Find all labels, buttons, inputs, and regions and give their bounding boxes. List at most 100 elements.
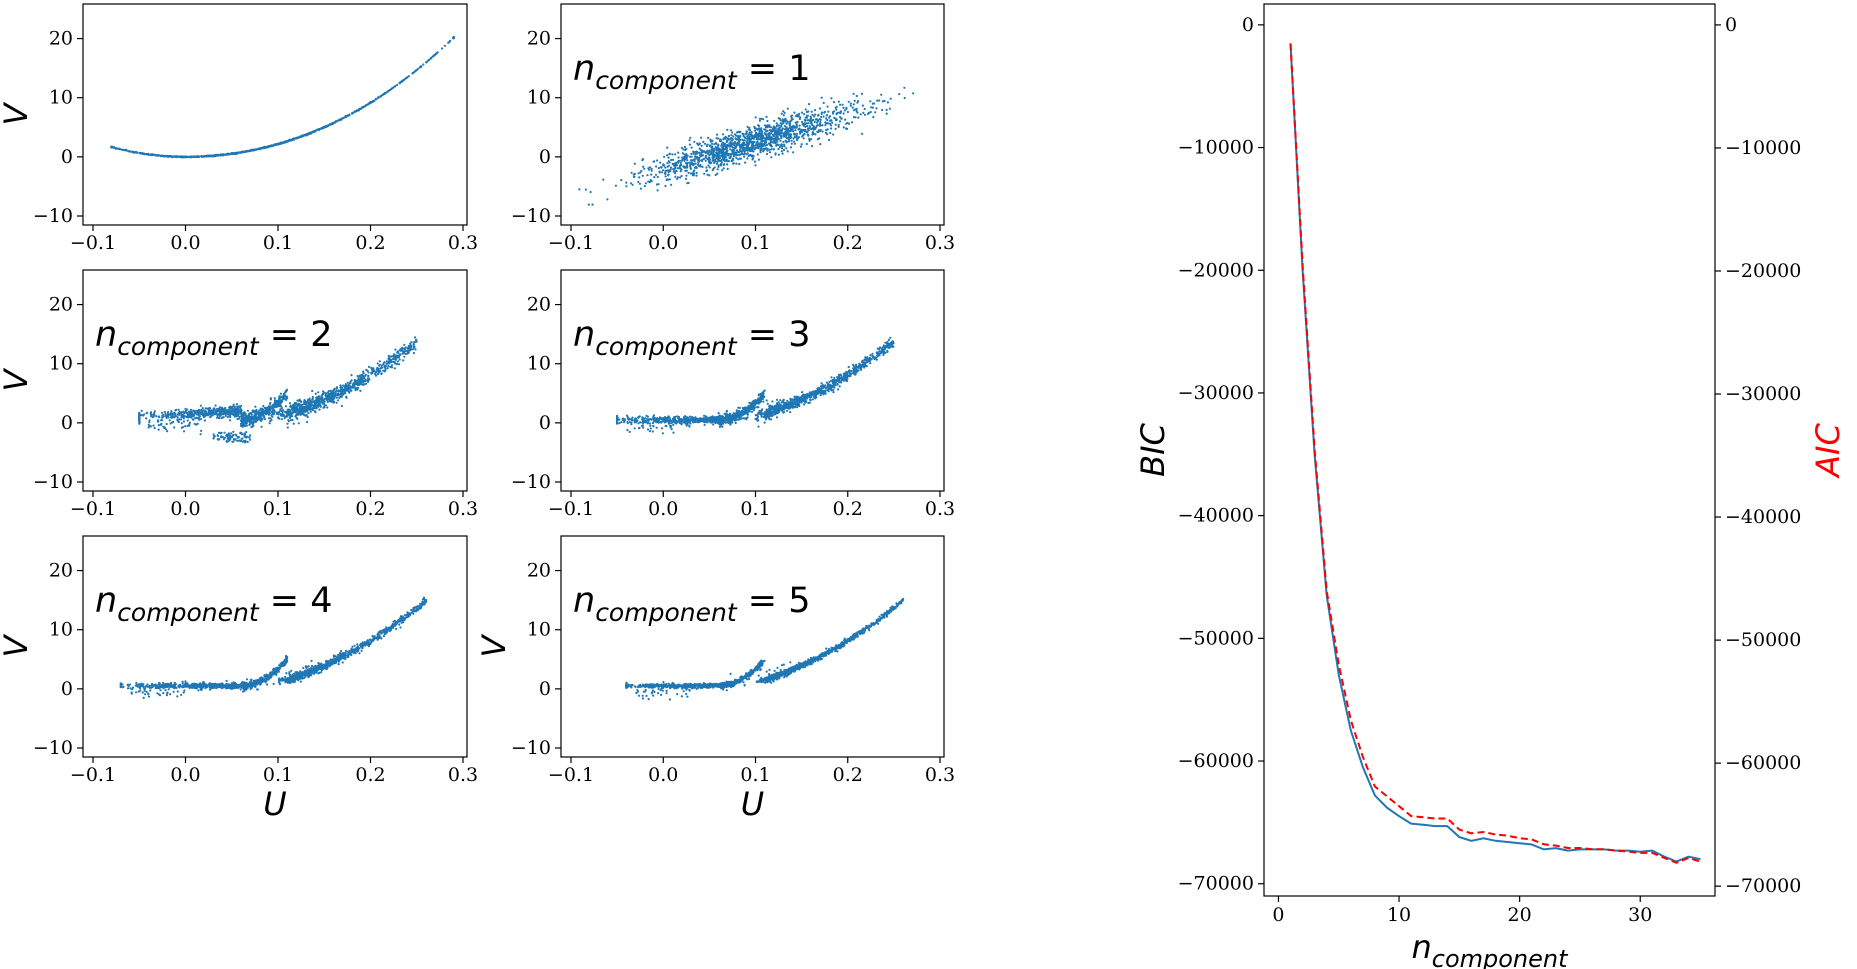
scatter-point [803,133,806,136]
scatter-point [903,96,906,100]
scatter-point [189,408,193,411]
scatter-point [286,140,289,143]
scatter-point [260,419,263,422]
scatter-point [803,123,806,127]
scatter-point [766,402,769,405]
scatter-point [776,133,779,136]
scatter-point [834,123,837,126]
scatter-point [768,135,771,138]
scatter-point [674,170,677,173]
scatter-point [632,175,636,178]
scatter-point [275,411,278,414]
scatter-point [746,152,749,155]
component-annotation: ncomponent = 1 [573,49,810,95]
scatter-point [243,434,246,437]
scatter-point [774,142,777,145]
scatter-point [729,156,732,159]
scatter-point [396,360,399,363]
scatter-point [232,405,235,408]
scatter-point [218,410,221,413]
scatter-point [708,150,711,153]
scatter-point [786,107,789,110]
scatter-point [259,412,262,415]
scatter-point [658,416,662,419]
scatter-point [296,408,299,411]
x-tick-label: 0.1 [263,232,293,254]
scatter-point [646,174,649,177]
scatter-point [364,378,367,381]
scatter-point [794,115,798,118]
scatter-point [301,411,304,414]
scatter-point [216,434,219,437]
scatter-point [115,147,118,150]
scatter-point [769,141,772,144]
scatter-point [219,154,222,157]
scatter-point [270,418,273,422]
scatter-point [168,419,171,422]
scatter-points [138,336,418,444]
scatter-point [362,377,365,380]
scatter-point [703,142,707,145]
scatter-point [759,143,762,146]
scatter-point [280,141,283,144]
scatter-point [135,151,138,154]
scatter-point [305,133,308,136]
scatter-point [696,163,700,166]
scatter-point [685,156,688,159]
scatter-point [686,159,689,162]
scatter-point [367,380,370,383]
scatter-point [349,387,352,390]
scatter-point [277,405,280,408]
scatter-point [643,185,646,188]
scatter-point [778,145,781,149]
scatter-point [626,415,629,419]
scatter-point [717,150,720,153]
scatter-point [765,152,769,156]
scatter-point [781,152,784,155]
scatter-point [781,127,784,130]
scatter-point [735,156,738,159]
scatter-point [843,109,847,112]
scatter-point [292,404,295,407]
scatter-point [616,422,619,425]
scatter-point [291,412,294,415]
scatter-point [794,121,797,124]
x-tick-label: 0.2 [355,498,385,520]
scatter-point [412,351,415,355]
scatter-point [589,190,592,194]
scatter-point [650,418,653,421]
scatter-point [785,129,788,132]
scatter-point [206,407,209,410]
scatter-point [715,151,718,154]
scatter-point [707,164,710,167]
scatter-point [690,146,693,149]
scatter-point [234,438,237,441]
scatter-point [649,178,652,182]
scatter-point [326,398,329,401]
scatter-point [769,139,772,142]
scatter-point [742,147,745,150]
scatter-point [804,108,807,111]
scatter-point [342,393,345,396]
scatter-point [659,161,662,164]
scatter-point [239,151,242,154]
scatter-point [227,434,230,437]
scatter-point [292,422,295,425]
scatter-point [723,155,726,158]
scatter-point [683,153,686,156]
scatter-point [852,109,856,112]
scatter-point [413,336,417,339]
scatter-point [654,173,658,176]
scatter-point [394,348,397,351]
scatter-point [792,130,795,133]
scatter-point [449,39,452,43]
scatter-point [350,374,353,377]
scatter-point [808,137,811,140]
scatter-point [357,376,360,379]
scatter-point [815,124,818,127]
scatter-point [755,134,758,137]
scatter-point [782,143,786,146]
scatter-point [721,144,724,147]
scatter-point [690,155,693,158]
